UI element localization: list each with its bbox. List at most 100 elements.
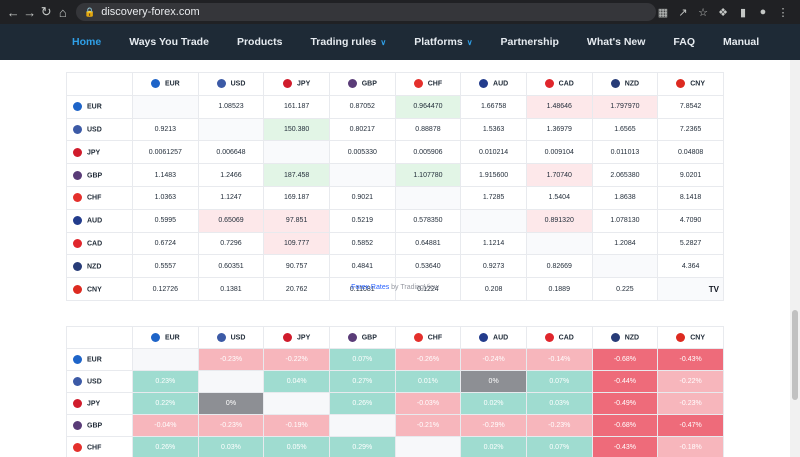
cross-rates-col-header-cad[interactable]: CAD bbox=[525, 72, 593, 96]
cross-rates-row-header-aud[interactable]: AUD bbox=[66, 208, 133, 233]
cross-rates-cell[interactable]: 0.9273 bbox=[460, 254, 527, 279]
cross-rates-cell[interactable]: 161.187 bbox=[263, 94, 330, 119]
cross-rates-cell[interactable]: 1.7285 bbox=[460, 185, 527, 210]
cross-rates-cell[interactable] bbox=[263, 140, 330, 165]
cross-rates-cell[interactable]: 0.010214 bbox=[460, 140, 527, 165]
cross-rates-cell[interactable]: 1.66758 bbox=[460, 94, 527, 119]
heatmap-cell[interactable]: 0% bbox=[197, 392, 265, 415]
heatmap-cell[interactable]: -0.23% bbox=[197, 414, 265, 437]
translate-icon[interactable]: ▦ bbox=[657, 6, 669, 19]
heatmap-cell[interactable]: -0.14% bbox=[525, 348, 593, 371]
home-icon[interactable]: ⌂ bbox=[58, 4, 67, 20]
heatmap-col-header-nzd[interactable]: NZD bbox=[591, 326, 659, 349]
cross-rates-cell[interactable]: 97.851 bbox=[263, 208, 330, 233]
heatmap-cell[interactable]: -0.22% bbox=[657, 370, 724, 393]
heatmap-cell[interactable]: 0.02% bbox=[460, 436, 527, 457]
heatmap-cell[interactable]: -0.68% bbox=[591, 348, 659, 371]
heatmap-cell[interactable]: -0.26% bbox=[394, 348, 462, 371]
cross-rates-cell[interactable]: 0.005330 bbox=[328, 140, 396, 165]
cross-rates-cell[interactable]: 0.5852 bbox=[328, 231, 396, 256]
heatmap-row-header-eur[interactable]: EUR bbox=[66, 348, 133, 371]
cross-rates-cell[interactable]: 9.0201 bbox=[657, 163, 724, 187]
cross-rates-cell[interactable]: 0.60351 bbox=[197, 254, 265, 279]
heatmap-cell[interactable]: 0.01% bbox=[394, 370, 462, 393]
heatmap-cell[interactable]: -0.18% bbox=[657, 436, 724, 457]
heatmap-cell[interactable] bbox=[394, 436, 462, 457]
cross-rates-cell[interactable]: 1.078130 bbox=[591, 208, 659, 233]
cross-rates-cell[interactable]: 0.1224 bbox=[394, 277, 462, 301]
cross-rates-cell[interactable]: 0.53640 bbox=[394, 254, 462, 279]
tradingview-logo-icon[interactable]: TV bbox=[708, 284, 719, 294]
cross-rates-cell[interactable]: 1.6565 bbox=[591, 117, 659, 142]
cross-rates-cell[interactable]: 0.64881 bbox=[394, 231, 462, 256]
heatmap-cell[interactable]: -0.21% bbox=[394, 414, 462, 437]
cross-rates-cell[interactable]: 0.82669 bbox=[525, 254, 593, 279]
cross-rates-cell[interactable]: 7.2365 bbox=[657, 117, 724, 142]
cross-rates-cell[interactable]: 0.005906 bbox=[394, 140, 462, 165]
heatmap-cell[interactable] bbox=[263, 392, 330, 415]
cross-rates-cell[interactable]: 0.4841 bbox=[328, 254, 396, 279]
cross-rates-cell[interactable]: 1.48646 bbox=[525, 94, 593, 119]
heatmap-cell[interactable]: 0.07% bbox=[525, 436, 593, 457]
nav-item-trading-rules[interactable]: Trading rules ∨ bbox=[310, 36, 386, 48]
cross-rates-cell[interactable]: 0.80217 bbox=[328, 117, 396, 142]
cross-rates-cell[interactable]: 0.6724 bbox=[132, 231, 199, 256]
cross-rates-cell[interactable]: 4.364 bbox=[657, 254, 724, 279]
cross-rates-cell[interactable]: 0.9213 bbox=[132, 117, 199, 142]
heatmap-cell[interactable]: -0.03% bbox=[394, 392, 462, 415]
heatmap-row-header-chf[interactable]: CHF bbox=[66, 436, 133, 457]
cross-rates-cell[interactable]: TV bbox=[657, 277, 724, 301]
nav-item-faq[interactable]: FAQ bbox=[673, 36, 695, 48]
heatmap-cell[interactable]: -0.47% bbox=[657, 414, 724, 437]
heatmap-col-header-aud[interactable]: AUD bbox=[460, 326, 527, 349]
cross-rates-cell[interactable]: 1.107780 bbox=[394, 163, 462, 187]
cross-rates-cell[interactable]: 90.757 bbox=[263, 254, 330, 279]
cross-rates-cell[interactable]: 1.5363 bbox=[460, 117, 527, 142]
cross-rates-cell[interactable]: 1.36979 bbox=[525, 117, 593, 142]
nav-item-products[interactable]: Products bbox=[237, 36, 283, 48]
heatmap-cell[interactable]: -0.44% bbox=[591, 370, 659, 393]
heatmap-cell[interactable]: 0.22% bbox=[132, 392, 199, 415]
heatmap-cell[interactable]: -0.43% bbox=[591, 436, 659, 457]
cross-rates-cell[interactable] bbox=[460, 208, 527, 233]
cross-rates-cell[interactable]: 1.8638 bbox=[591, 185, 659, 210]
cross-rates-cell[interactable] bbox=[394, 185, 462, 210]
cross-rates-cell[interactable]: 2.065380 bbox=[591, 163, 659, 187]
heatmap-cell[interactable]: -0.29% bbox=[460, 414, 527, 437]
heatmap-cell[interactable]: 0.02% bbox=[460, 392, 527, 415]
heatmap-cell[interactable]: 0.29% bbox=[328, 436, 396, 457]
cross-rates-cell[interactable]: 0.964470 bbox=[394, 94, 462, 119]
heatmap-cell[interactable]: -0.23% bbox=[197, 348, 265, 371]
cross-rates-cell[interactable]: 1.2466 bbox=[197, 163, 265, 187]
cross-rates-cell[interactable]: 150.380 bbox=[263, 117, 330, 142]
cross-rates-cell[interactable]: 1.915600 bbox=[460, 163, 527, 187]
share-icon[interactable]: ↗ bbox=[678, 6, 688, 19]
heatmap-cell[interactable] bbox=[328, 414, 396, 437]
cross-rates-cell[interactable] bbox=[591, 254, 659, 279]
nav-item-ways-you-trade[interactable]: Ways You Trade bbox=[129, 36, 209, 48]
cross-rates-cell[interactable]: 1.2084 bbox=[591, 231, 659, 256]
heatmap-cell[interactable]: -0.24% bbox=[460, 348, 527, 371]
heatmap-row-header-usd[interactable]: USD bbox=[66, 370, 133, 393]
heatmap-cell[interactable]: 0% bbox=[460, 370, 527, 393]
cross-rates-row-header-gbp[interactable]: GBP bbox=[66, 163, 133, 187]
arrow-left-icon[interactable]: ← bbox=[6, 4, 20, 20]
heatmap-cell[interactable]: 0.05% bbox=[263, 436, 330, 457]
bookmark-star-icon[interactable]: ☆ bbox=[698, 6, 708, 19]
heatmap-cell[interactable]: 0.03% bbox=[197, 436, 265, 457]
address-bar[interactable]: 🔒 discovery-forex.com bbox=[76, 3, 656, 21]
cross-rates-row-header-chf[interactable]: CHF bbox=[66, 185, 133, 210]
heatmap-cell[interactable]: -0.04% bbox=[132, 414, 199, 437]
cross-rates-cell[interactable]: 1.1247 bbox=[197, 185, 265, 210]
cross-rates-cell[interactable]: 0.1381 bbox=[197, 277, 265, 301]
cross-rates-cell[interactable]: 109.777 bbox=[263, 231, 330, 256]
heatmap-cell[interactable]: -0.22% bbox=[263, 348, 330, 371]
cross-rates-cell[interactable]: 5.2827 bbox=[657, 231, 724, 256]
nav-item-platforms[interactable]: Platforms ∨ bbox=[414, 36, 472, 48]
arrow-right-icon[interactable]: → bbox=[23, 4, 37, 20]
heatmap-cell[interactable]: 0.26% bbox=[328, 392, 396, 415]
nav-item-manual[interactable]: Manual bbox=[723, 36, 759, 48]
nav-item-what-s-new[interactable]: What's New bbox=[587, 36, 646, 48]
scrollbar-thumb[interactable] bbox=[792, 310, 798, 400]
heatmap-cell[interactable] bbox=[197, 370, 265, 393]
